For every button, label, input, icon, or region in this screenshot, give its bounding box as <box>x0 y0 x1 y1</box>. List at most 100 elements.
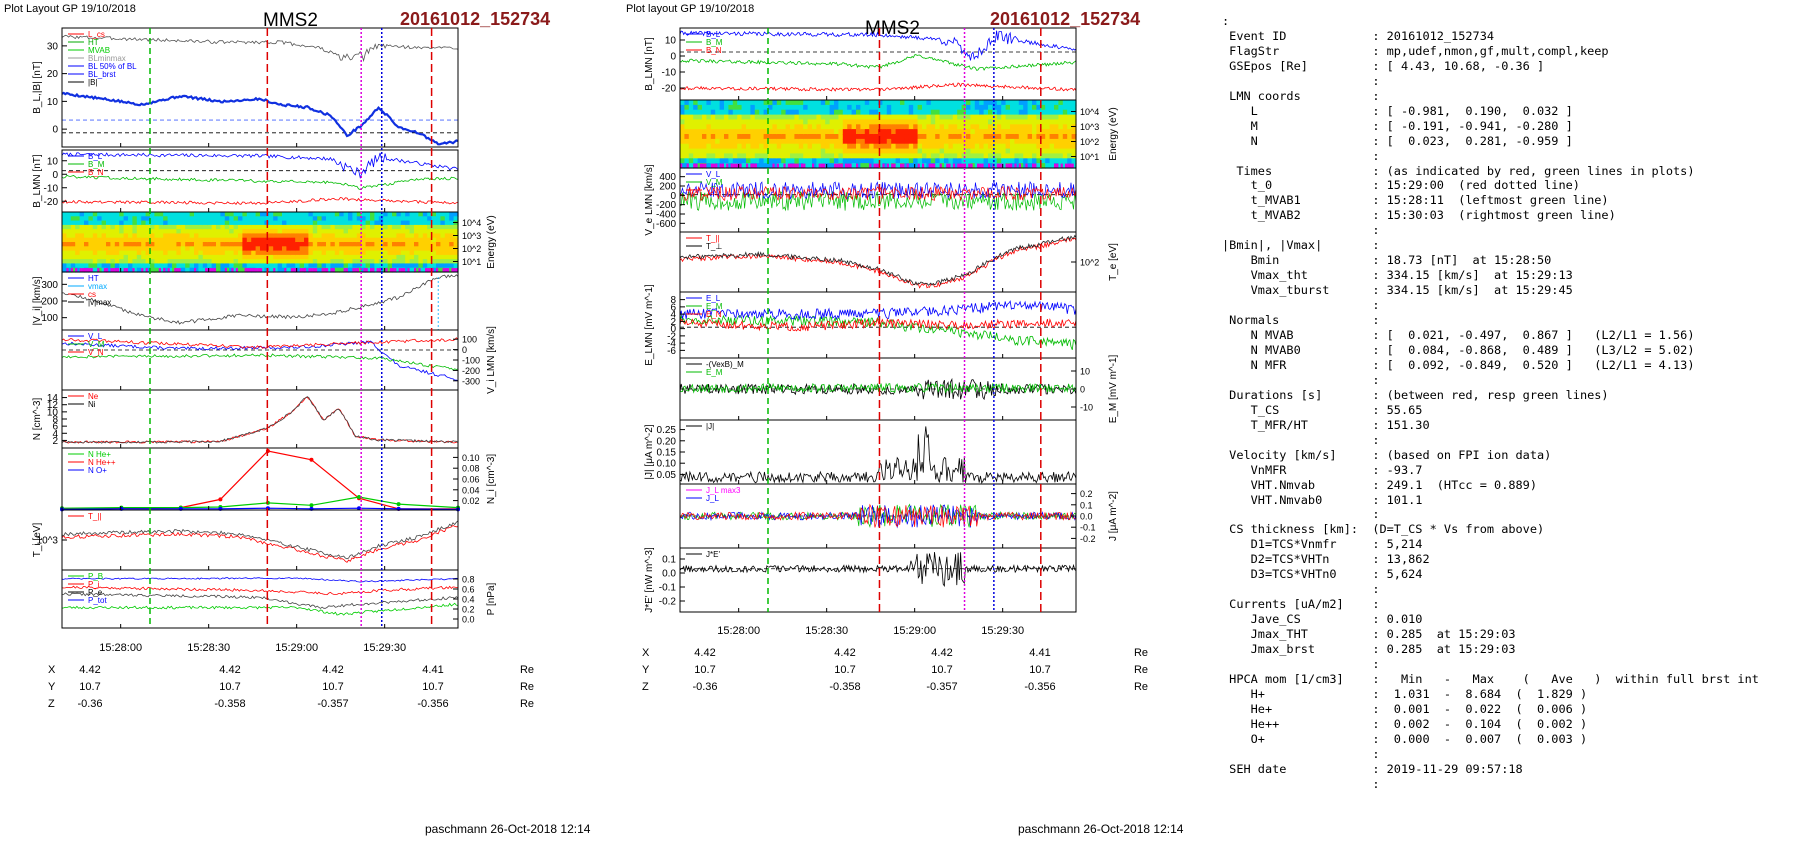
spectrogram-cell <box>829 148 835 155</box>
spectrogram-cell <box>922 153 927 159</box>
spectrogram-cell <box>732 134 738 140</box>
spectrogram-cell <box>693 114 699 121</box>
spectrogram-cell <box>935 124 941 130</box>
panel-j: 0.250.200.150.100.05|J| [μA m^-2] |J| <box>644 419 1077 485</box>
spectrogram-cell <box>62 237 67 243</box>
spectrogram-cell <box>952 109 958 116</box>
spectrogram-cell <box>422 263 428 269</box>
spectrogram-cell <box>1018 134 1024 140</box>
spectrogram-cell <box>759 148 765 155</box>
spectrogram-cell <box>983 104 989 111</box>
spectrogram-cell <box>952 134 958 140</box>
spectrogram-cell <box>334 212 340 217</box>
spectrogram-cell <box>431 242 437 247</box>
param-line: N : [ 0.023, 0.281, -0.959 ] <box>1250 133 1573 148</box>
spectrogram-cell <box>409 220 415 226</box>
spectrogram-cell <box>1058 104 1064 111</box>
spectrogram-cell <box>754 148 760 155</box>
spectrogram-cell <box>233 259 239 264</box>
spectrogram-cell <box>286 246 292 252</box>
spectrogram-cell <box>145 216 151 222</box>
spectrogram-cell <box>209 268 212 272</box>
spectrogram-cell <box>1018 109 1024 116</box>
spectrogram-cell <box>326 216 331 222</box>
legend-entry: P_i <box>88 580 100 589</box>
spectrogram-cell <box>304 216 309 222</box>
spectrogram-cell <box>935 129 941 135</box>
spectrogram-cell <box>693 129 699 135</box>
spectrogram-cell <box>961 119 967 125</box>
spectrogram-cell <box>128 254 133 260</box>
spectrogram-cell <box>321 268 324 272</box>
spectrogram-cell <box>282 233 287 239</box>
spectrogram-cell <box>427 229 433 234</box>
spectrogram-cell <box>176 224 182 230</box>
spectrogram-cell <box>174 268 177 272</box>
spectrogram-cell <box>710 153 716 159</box>
spectrogram-cell <box>754 100 760 106</box>
spectrogram-cell <box>930 134 936 140</box>
spectrogram-cell <box>158 268 161 272</box>
spectrogram-cell <box>229 224 235 230</box>
y-tick-label: 100 <box>41 313 58 324</box>
panel-spec: 10^410^310^210^1 Energy (eV) <box>679 99 1119 169</box>
spectrogram-cell <box>128 212 133 217</box>
spectrogram-cell <box>334 250 340 256</box>
param-line: HPCA mom [1/cm3] : Min - Max ( Ave ) wit… <box>1229 671 1759 686</box>
x-tick-label: 15:28:30 <box>187 642 230 654</box>
spectrogram-cell <box>1032 100 1037 106</box>
spectrogram-cell <box>304 237 309 243</box>
spectrogram-cell <box>392 259 397 264</box>
spectrogram-cell <box>198 216 204 222</box>
spectrogram-cell <box>79 216 85 222</box>
spectrogram-cell <box>706 100 712 106</box>
spectrogram-cell <box>772 129 778 135</box>
spectrogram-cell <box>996 143 1002 150</box>
spectrogram-cell <box>878 100 883 106</box>
spectrogram-cell <box>224 224 230 230</box>
spectrogram-cell <box>356 268 359 272</box>
spectrogram-cell <box>1027 109 1033 116</box>
spectrogram-cell <box>1005 109 1011 116</box>
spectrogram-cell <box>158 259 164 264</box>
spectrogram-cell <box>1071 129 1077 135</box>
spectrogram-cell <box>759 100 765 106</box>
spectrogram-cell <box>326 259 331 264</box>
spectrogram-cell <box>746 148 751 155</box>
pos-value: 4.42 <box>834 647 855 659</box>
spectrogram-cell <box>444 216 450 222</box>
spectrogram-cell <box>970 119 976 125</box>
spectrogram-cell <box>785 143 791 150</box>
spectrogram-cell <box>697 134 703 140</box>
spectrogram-cell <box>904 153 910 159</box>
spectrogram-cell <box>688 163 694 169</box>
spectrogram-cell <box>299 259 305 264</box>
spectrogram-cell <box>1027 158 1033 164</box>
spectrogram-cell <box>790 114 795 121</box>
spectrogram-cell <box>768 119 773 125</box>
spectrogram-cell <box>878 148 883 155</box>
spectrogram-cell <box>741 158 747 164</box>
spectrogram-cell <box>304 220 309 226</box>
spectrogram-cell <box>908 124 914 130</box>
spectrogram-cell <box>728 134 734 140</box>
spectrogram-cell <box>440 212 446 217</box>
spectrogram-cell <box>838 138 844 145</box>
spectrogram-cell <box>224 229 230 234</box>
y-tick-label: 10 <box>47 407 59 418</box>
spectrogram-cell <box>136 263 142 269</box>
spectrogram-cell <box>1071 114 1077 121</box>
spectrogram-cell <box>348 220 353 226</box>
spectrogram-cell <box>1023 100 1029 106</box>
spectrogram-cell <box>132 220 138 226</box>
spectrogram-cell <box>400 242 406 247</box>
spectrogram-cell <box>392 229 397 234</box>
spectrogram-cell <box>1001 104 1007 111</box>
spectrogram-cell <box>88 212 94 217</box>
spectrogram-cell <box>150 229 155 234</box>
spectrogram-cell <box>286 212 292 217</box>
spectrogram-cell <box>847 148 853 155</box>
spectrogram-cell <box>710 138 716 145</box>
spectrogram-cell <box>939 158 945 164</box>
